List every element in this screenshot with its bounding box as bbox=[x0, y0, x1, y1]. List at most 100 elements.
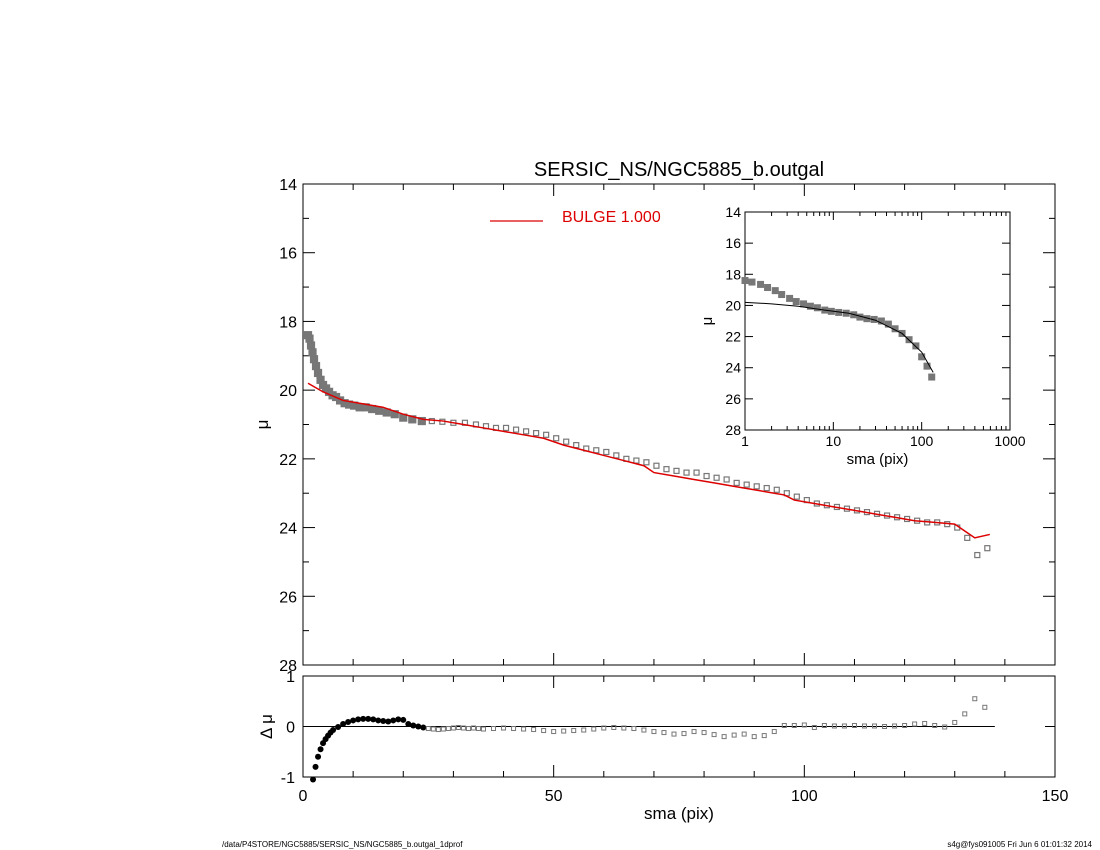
residual-point bbox=[781, 722, 787, 728]
residual-point bbox=[902, 722, 908, 728]
inset-ytick-label: 28 bbox=[725, 422, 741, 438]
data-point bbox=[753, 483, 760, 490]
main-y-axis-label: μ bbox=[253, 420, 272, 430]
residual-point bbox=[310, 776, 317, 783]
data-point bbox=[512, 426, 520, 433]
residual-point bbox=[395, 716, 402, 723]
data-point bbox=[743, 481, 750, 488]
residual-point bbox=[831, 723, 837, 729]
residual-point bbox=[450, 725, 456, 731]
inset-data-point bbox=[741, 277, 749, 285]
data-point bbox=[309, 355, 319, 364]
residual-point bbox=[771, 729, 777, 735]
residual-point bbox=[942, 724, 948, 730]
main-ytick-label: 26 bbox=[279, 589, 297, 606]
data-point bbox=[553, 435, 560, 442]
inset-data-point bbox=[877, 317, 885, 325]
residual-point bbox=[335, 724, 342, 731]
residual-point bbox=[882, 724, 888, 729]
data-point bbox=[603, 448, 610, 456]
residual-point bbox=[491, 726, 497, 732]
residual-point bbox=[425, 726, 431, 732]
residual-point bbox=[435, 727, 441, 733]
residual-point bbox=[561, 728, 567, 734]
residual-point bbox=[651, 729, 657, 735]
inset-data-point bbox=[806, 302, 814, 310]
residual-xtick-label: 100 bbox=[791, 788, 818, 805]
inset-ytick-label: 18 bbox=[725, 266, 741, 282]
data-point bbox=[522, 428, 530, 435]
residual-point bbox=[741, 731, 747, 737]
data-point bbox=[305, 334, 314, 343]
data-point bbox=[308, 348, 317, 357]
residual-point bbox=[581, 727, 587, 733]
data-point bbox=[502, 424, 510, 432]
inset-data-point bbox=[771, 287, 779, 295]
residual-point bbox=[701, 730, 707, 736]
residual-point bbox=[671, 731, 677, 737]
data-point bbox=[723, 476, 730, 483]
data-point bbox=[643, 459, 650, 466]
residual-point bbox=[465, 726, 471, 732]
data-point bbox=[563, 438, 570, 445]
residual-point bbox=[400, 716, 407, 723]
data-point bbox=[375, 406, 384, 415]
data-point bbox=[313, 368, 323, 378]
inset-xtick-label: 10 bbox=[826, 433, 842, 449]
residual-point bbox=[455, 725, 461, 731]
residual-point bbox=[501, 725, 507, 731]
residual-point bbox=[480, 726, 486, 732]
residual-point bbox=[591, 726, 597, 732]
legend-label-bulge: BULGE 1.000 bbox=[562, 209, 661, 226]
data-point bbox=[984, 545, 991, 552]
data-point bbox=[703, 472, 710, 480]
residual-point bbox=[521, 726, 527, 732]
main-ytick-label: 16 bbox=[279, 246, 297, 263]
residual-point bbox=[405, 720, 412, 727]
data-point bbox=[311, 361, 321, 371]
residual-point bbox=[811, 725, 817, 731]
residual-point bbox=[317, 746, 324, 753]
data-point bbox=[733, 479, 740, 487]
data-point bbox=[693, 469, 700, 476]
residual-point bbox=[410, 722, 417, 729]
data-point bbox=[763, 484, 770, 492]
residual-point bbox=[551, 729, 557, 735]
main-ytick-label: 18 bbox=[279, 314, 297, 331]
residual-point bbox=[932, 722, 938, 728]
residual-point bbox=[330, 727, 337, 734]
data-point bbox=[653, 462, 660, 469]
data-point bbox=[663, 466, 670, 473]
residual-point bbox=[681, 731, 687, 737]
inset-data-point bbox=[764, 284, 772, 292]
residual-point bbox=[365, 715, 372, 722]
main-ytick-label: 24 bbox=[279, 521, 297, 538]
inset-data-point bbox=[786, 294, 794, 302]
residual-point bbox=[801, 722, 807, 728]
inset-x-axis-label: sma (pix) bbox=[847, 451, 909, 468]
inset-ytick-label: 24 bbox=[725, 360, 741, 376]
residual-point bbox=[420, 724, 427, 731]
x-axis-label: sma (pix) bbox=[644, 804, 714, 823]
residual-point bbox=[821, 722, 827, 728]
inset-data-point bbox=[912, 342, 920, 350]
residual-xtick-label: 150 bbox=[1042, 788, 1069, 805]
data-point bbox=[613, 452, 620, 459]
residual-point bbox=[731, 732, 737, 738]
data-point bbox=[533, 429, 540, 437]
inset-y-axis-label: μ bbox=[699, 317, 716, 326]
inset-ytick-label: 22 bbox=[725, 329, 741, 345]
residual-point bbox=[641, 727, 647, 733]
data-point bbox=[306, 341, 316, 350]
residual-point bbox=[430, 726, 436, 732]
residual-point bbox=[661, 730, 667, 736]
residual-point bbox=[380, 717, 387, 724]
residual-point bbox=[621, 725, 627, 731]
residual-point bbox=[982, 704, 988, 710]
residual-point bbox=[511, 726, 517, 732]
main-ytick-label: 14 bbox=[279, 177, 297, 194]
bulge-model-line bbox=[307, 382, 990, 539]
residual-ytick-label: 0 bbox=[286, 720, 295, 737]
inset-data-point bbox=[778, 291, 786, 299]
